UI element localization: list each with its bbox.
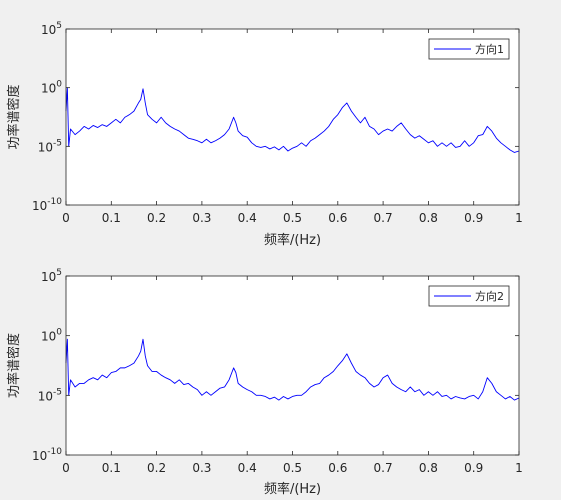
x-tick-label: 0.3 xyxy=(192,211,211,225)
legend-label: 方向2 xyxy=(475,289,504,303)
x-tick-label: 0.3 xyxy=(192,461,211,475)
x-tick-label: 0.7 xyxy=(374,461,393,475)
subplot-1: 0 0.1 0.2 0.3 0.4 0.5 0.6 0.7 0.8 0.9 1 10-10 10-5 10… xyxy=(6,21,523,248)
y-tick-label: 10-10 xyxy=(32,197,62,213)
y-axis-label: 功率谱密度 xyxy=(6,84,22,149)
x-tick-label: 0.5 xyxy=(283,211,302,225)
x-tick-label: 0.8 xyxy=(419,211,438,225)
x-tick-label: 1 xyxy=(515,211,523,225)
x-tick-label: 1 xyxy=(515,461,523,475)
y-tick-label: 100 xyxy=(41,328,62,344)
x-tick-label: 0.2 xyxy=(147,211,166,225)
x-tick-label: 0.8 xyxy=(419,461,438,475)
y-tick-label: 105 xyxy=(41,21,62,37)
x-tick-label: 0.5 xyxy=(283,461,302,475)
x-tick-label: 0 xyxy=(62,211,70,225)
y-tick-label: 10-5 xyxy=(38,387,62,403)
x-tick-label: 0.4 xyxy=(238,461,257,475)
x-tick-label: 0.7 xyxy=(374,211,393,225)
y-tick-label: 105 xyxy=(41,268,62,284)
x-tick-label: 0.9 xyxy=(464,461,483,475)
x-tick-label: 0.6 xyxy=(328,211,347,225)
series-line-2-1 xyxy=(65,338,520,401)
x-tick-label: 0.6 xyxy=(328,461,347,475)
x-tick-label: 0.2 xyxy=(147,461,166,475)
x-tick-label: 0 xyxy=(62,461,70,475)
y-tick-label: 10-10 xyxy=(32,447,62,463)
y-axis-label: 功率谱密度 xyxy=(6,333,22,398)
y-tick-label: 10-5 xyxy=(38,138,62,154)
x-tick-label: 0.9 xyxy=(464,211,483,225)
x-axis-label: 频率/(Hz) xyxy=(264,232,321,248)
x-axis-label: 频率/(Hz) xyxy=(264,481,321,497)
x-tick-label: 0.4 xyxy=(238,211,257,225)
x-tick-label: 0.1 xyxy=(102,211,121,225)
y-tick-label: 100 xyxy=(41,80,62,96)
x-tick-label: 0.1 xyxy=(102,461,121,475)
subplot-2: 0 0.1 0.2 0.3 0.4 0.5 0.6 0.7 0.8 0.9 1 10-10 10-5 10… xyxy=(6,268,523,497)
legend-label: 方向1 xyxy=(475,42,504,56)
series-line-1-1 xyxy=(65,87,520,153)
